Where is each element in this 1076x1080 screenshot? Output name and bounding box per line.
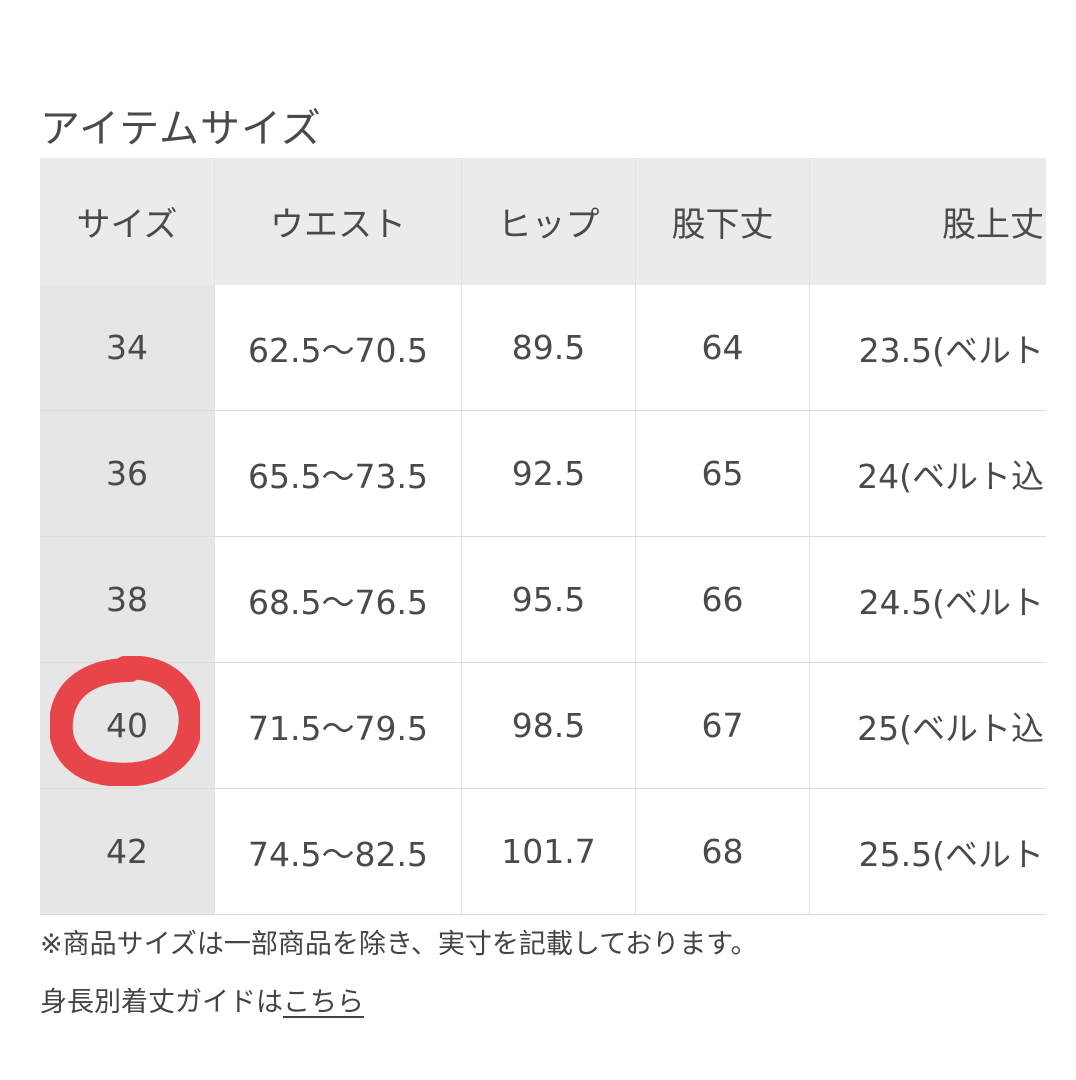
cell-waist: 65.5〜73.5 bbox=[215, 411, 462, 536]
table-row: 38 68.5〜76.5 95.5 66 24.5(ベルト bbox=[40, 537, 1046, 663]
height-guide: 身長別着丈ガイドはこちら bbox=[40, 980, 364, 1019]
cell-size: 38 bbox=[40, 537, 215, 662]
cell-rise: 25(ベルト込 bbox=[857, 708, 1044, 748]
cell-hip: 98.5 bbox=[462, 663, 636, 788]
cell-waist: 74.5〜82.5 bbox=[215, 789, 462, 914]
section-title: アイテムサイズ bbox=[40, 106, 322, 152]
cell-hip: 89.5 bbox=[462, 285, 636, 410]
cell-hip: 95.5 bbox=[462, 537, 636, 662]
cell-inseam: 66 bbox=[636, 537, 810, 662]
table-header-row: サイズ ウエスト ヒップ 股下丈 股上丈 bbox=[40, 158, 1046, 285]
cell-inseam: 68 bbox=[636, 789, 810, 914]
cell-waist: 68.5〜76.5 bbox=[215, 537, 462, 662]
cell-rise: 24(ベルト込 bbox=[857, 456, 1044, 496]
cell-hip: 92.5 bbox=[462, 411, 636, 536]
cell-inseam: 67 bbox=[636, 663, 810, 788]
header-hip: ヒップ bbox=[462, 158, 636, 285]
guide-text: 身長別着丈ガイドは bbox=[40, 987, 283, 1018]
guide-link[interactable]: こちら bbox=[283, 987, 364, 1018]
red-circle-annotation bbox=[50, 656, 200, 786]
cell-inseam: 65 bbox=[636, 411, 810, 536]
cell-rise: 24.5(ベルト bbox=[858, 582, 1044, 622]
header-inseam: 股下丈 bbox=[636, 158, 810, 285]
table-row: 36 65.5〜73.5 92.5 65 24(ベルト込 bbox=[40, 411, 1046, 537]
cell-rise: 23.5(ベルト bbox=[858, 330, 1044, 370]
size-note: ※商品サイズは一部商品を除き、実寸を記載しております。 bbox=[40, 929, 758, 960]
header-size: サイズ bbox=[40, 158, 215, 285]
cell-waist: 62.5〜70.5 bbox=[215, 285, 462, 410]
header-rise: 股上丈 bbox=[942, 205, 1044, 245]
table-row: 42 74.5〜82.5 101.7 68 25.5(ベルト bbox=[40, 789, 1046, 915]
cell-hip: 101.7 bbox=[462, 789, 636, 914]
cell-size: 42 bbox=[40, 789, 215, 914]
cell-size: 34 bbox=[40, 285, 215, 410]
cell-rise: 25.5(ベルト bbox=[858, 834, 1044, 874]
cell-inseam: 64 bbox=[636, 285, 810, 410]
cell-waist: 71.5〜79.5 bbox=[215, 663, 462, 788]
size-table: サイズ ウエスト ヒップ 股下丈 股上丈 34 62.5〜70.5 89.5 64 23… bbox=[40, 158, 1046, 915]
table-row: 34 62.5〜70.5 89.5 64 23.5(ベルト bbox=[40, 285, 1046, 411]
cell-size: 36 bbox=[40, 411, 215, 536]
header-waist: ウエスト bbox=[215, 158, 462, 285]
